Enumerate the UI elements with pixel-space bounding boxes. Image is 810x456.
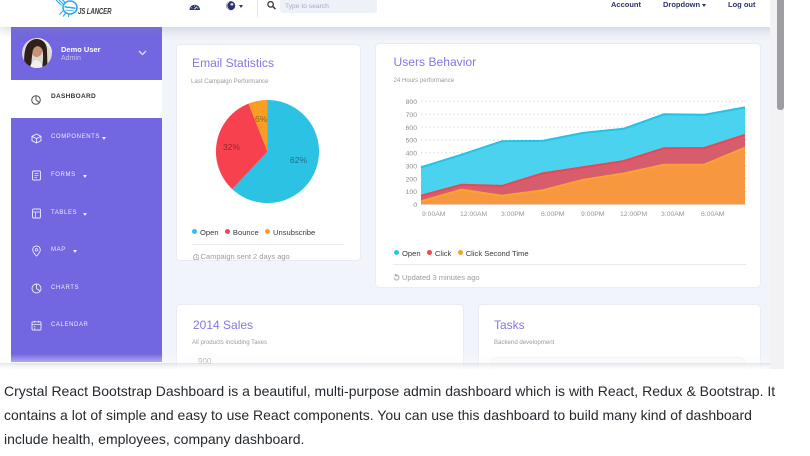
svg-text:100: 100 xyxy=(406,189,418,196)
svg-text:6:00AM: 6:00AM xyxy=(701,211,725,218)
svg-text:600: 600 xyxy=(406,125,418,132)
svg-text:400: 400 xyxy=(406,151,418,158)
svg-text:200: 200 xyxy=(406,176,418,183)
svg-text:3:00AM: 3:00AM xyxy=(661,211,685,218)
svg-text:6:00PM: 6:00PM xyxy=(541,211,565,218)
svg-text:700: 700 xyxy=(406,112,418,119)
svg-text:12:00PM: 12:00PM xyxy=(620,211,648,218)
svg-text:3:00PM: 3:00PM xyxy=(501,211,525,218)
svg-text:500: 500 xyxy=(406,138,418,145)
svg-text:9:00PM: 9:00PM xyxy=(581,211,605,218)
svg-text:300: 300 xyxy=(406,163,418,170)
svg-text:12:00AM: 12:00AM xyxy=(460,211,488,218)
svg-text:800: 800 xyxy=(406,99,418,106)
svg-text:9:00AM: 9:00AM xyxy=(422,211,446,218)
svg-text:0: 0 xyxy=(413,202,417,209)
